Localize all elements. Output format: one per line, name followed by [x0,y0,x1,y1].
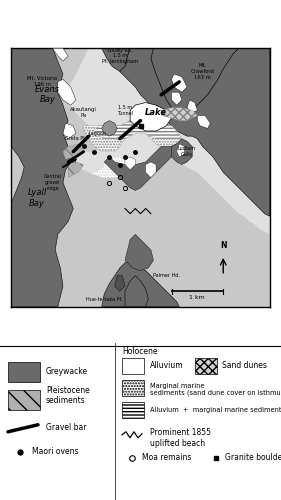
Polygon shape [58,80,76,105]
FancyBboxPatch shape [8,362,40,382]
Polygon shape [63,144,84,160]
Text: Palmer Hd.: Palmer Hd. [153,273,180,278]
Text: 1.5 m
Tunnel: 1.5 m Tunnel [117,105,133,116]
Polygon shape [146,162,156,178]
Polygon shape [102,120,117,136]
Polygon shape [102,48,130,72]
Polygon shape [171,92,182,105]
Text: Mt. Victoria
196 m: Mt. Victoria 196 m [27,76,57,87]
Text: Lake: Lake [145,108,167,118]
Polygon shape [104,144,182,190]
Text: Mt.
Crawford
163 m: Mt. Crawford 163 m [191,63,214,80]
Text: Fan: Fan [68,160,76,164]
Polygon shape [130,102,171,131]
Text: Moa remains: Moa remains [142,454,191,462]
Polygon shape [171,74,187,92]
Text: Ludlam
Gully: Ludlam Gully [178,146,196,157]
Polygon shape [53,48,68,61]
Polygon shape [171,138,192,164]
Text: Marginal marine
sediments (sand dune cover on isthmus): Marginal marine sediments (sand dune cov… [150,383,281,396]
Text: Holocene: Holocene [122,347,157,356]
Polygon shape [68,162,84,178]
Text: Lyall
Bay: Lyall Bay [28,188,47,208]
Polygon shape [187,100,197,113]
Polygon shape [68,146,146,178]
FancyBboxPatch shape [195,358,217,374]
Text: 1 km: 1 km [189,295,205,300]
Text: Gravel bar: Gravel bar [46,424,87,432]
FancyBboxPatch shape [122,358,144,374]
Text: Lagoon: Lagoon [89,131,107,136]
FancyBboxPatch shape [122,380,144,396]
Text: Greta Pt.: Greta Pt. [65,136,87,141]
Polygon shape [63,48,270,234]
Polygon shape [125,234,153,270]
Text: Greywacke: Greywacke [46,367,88,376]
Text: Central
gravel
ridge: Central gravel ridge [44,174,62,191]
Polygon shape [151,48,239,118]
Polygon shape [197,116,210,128]
Polygon shape [102,260,179,307]
Text: Akautangi
Pa: Akautangi Pa [70,108,97,118]
Text: Pleistocene
sediments: Pleistocene sediments [46,386,90,406]
Text: Alluvium  +  marginal marine sediments: Alluvium + marginal marine sediments [150,406,281,412]
Polygon shape [125,157,135,170]
Text: Balley Rk.
1.5 m
Pt. Jerningham: Balley Rk. 1.5 m Pt. Jerningham [102,48,138,64]
Polygon shape [11,48,73,307]
Polygon shape [120,48,270,216]
Text: Prominent 1855
uplifted beach: Prominent 1855 uplifted beach [150,428,211,448]
Polygon shape [94,118,182,139]
Text: Hue-te-taka Pt.: Hue-te-taka Pt. [86,296,123,302]
Text: Maori ovens: Maori ovens [32,448,78,456]
Text: Granite boulder: Granite boulder [225,454,281,462]
Polygon shape [177,144,184,157]
Polygon shape [161,108,197,120]
Text: Sand dunes: Sand dunes [222,361,267,370]
Polygon shape [63,123,76,138]
FancyBboxPatch shape [122,402,144,417]
Text: N: N [220,241,226,250]
Text: Alluvium: Alluvium [150,361,183,370]
Polygon shape [115,276,125,291]
Polygon shape [125,276,148,307]
FancyBboxPatch shape [8,390,40,409]
Text: Evans
Bay: Evans Bay [35,85,60,104]
Polygon shape [84,118,182,152]
